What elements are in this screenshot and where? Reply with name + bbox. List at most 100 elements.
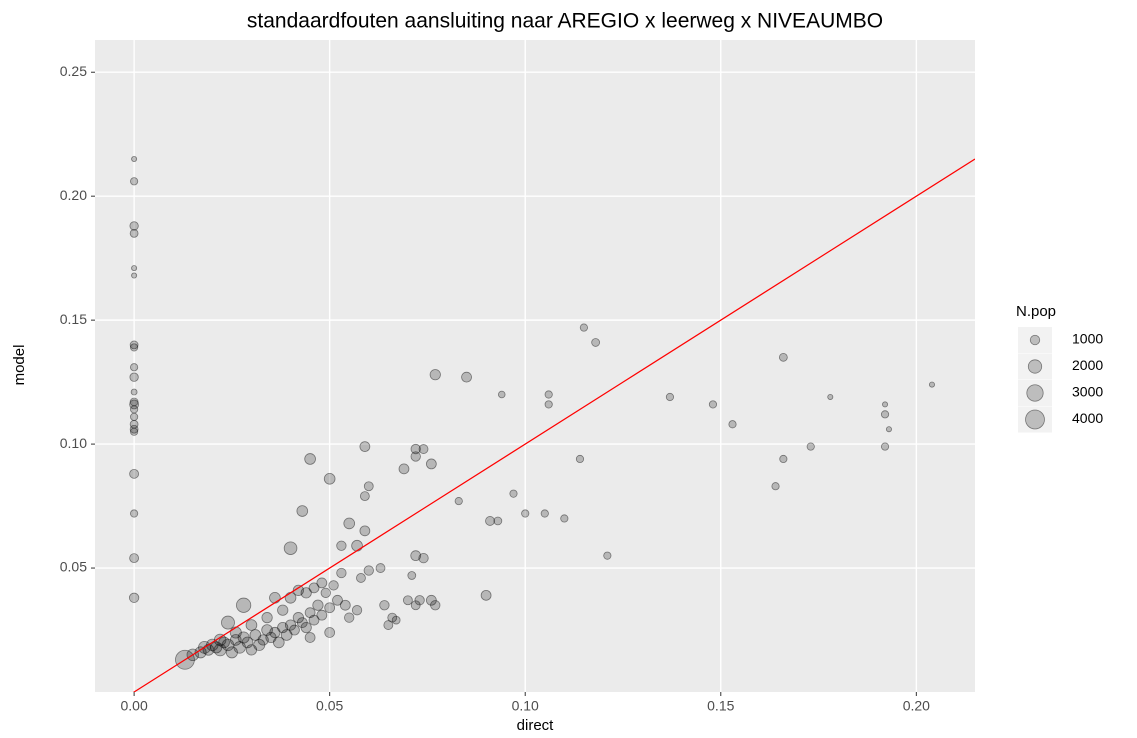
point xyxy=(454,497,463,506)
point xyxy=(129,419,139,429)
legend-symbol xyxy=(1025,409,1045,430)
point xyxy=(130,363,139,372)
point xyxy=(480,589,492,601)
point xyxy=(575,454,585,464)
point xyxy=(229,634,242,646)
point xyxy=(316,577,328,589)
point xyxy=(410,550,422,562)
x-tick-label: 0.15 xyxy=(707,698,734,714)
point xyxy=(300,587,312,599)
y-axis-label: model xyxy=(11,345,28,386)
point xyxy=(261,624,273,636)
x-axis-label: direct xyxy=(517,717,555,734)
point xyxy=(540,509,549,518)
point xyxy=(343,517,356,530)
point xyxy=(131,272,138,279)
point xyxy=(292,584,304,596)
point xyxy=(210,641,223,654)
legend-label: 2000 xyxy=(1072,357,1103,373)
point xyxy=(509,489,518,498)
point xyxy=(430,600,441,611)
point xyxy=(928,381,935,388)
legend-symbol xyxy=(1027,359,1043,374)
point xyxy=(206,638,219,652)
point xyxy=(351,539,363,552)
legend-key xyxy=(1018,406,1052,433)
point xyxy=(253,638,266,651)
point xyxy=(304,453,316,465)
point xyxy=(131,265,138,272)
point xyxy=(312,599,324,611)
legend-key xyxy=(1018,353,1052,380)
point xyxy=(359,491,370,502)
point xyxy=(882,401,889,408)
point xyxy=(237,631,250,644)
point xyxy=(129,468,140,479)
point xyxy=(304,607,316,619)
point xyxy=(280,629,293,641)
point xyxy=(383,620,394,630)
point xyxy=(425,594,437,606)
point xyxy=(131,155,138,162)
point xyxy=(129,397,139,407)
point xyxy=(236,597,252,613)
point xyxy=(213,633,227,647)
point xyxy=(265,631,277,644)
point xyxy=(277,604,289,616)
legend-label: 3000 xyxy=(1072,384,1103,400)
point xyxy=(130,412,139,421)
point xyxy=(779,454,788,464)
point xyxy=(300,621,312,634)
point xyxy=(233,641,246,654)
point xyxy=(410,443,421,455)
point xyxy=(771,482,780,491)
point xyxy=(560,514,569,523)
point xyxy=(245,619,258,631)
legend-label: 1000 xyxy=(1072,331,1103,347)
point xyxy=(129,553,140,564)
point xyxy=(129,372,139,382)
point xyxy=(324,627,336,638)
point xyxy=(292,612,304,624)
point xyxy=(221,638,235,652)
point xyxy=(225,646,238,659)
legend-label: 4000 xyxy=(1072,410,1103,426)
legend-symbol xyxy=(1026,384,1044,402)
point xyxy=(129,221,139,231)
point xyxy=(130,405,139,414)
point xyxy=(591,338,600,347)
x-tick-label: 0.00 xyxy=(120,698,147,714)
point xyxy=(665,392,675,402)
point xyxy=(130,177,139,186)
point xyxy=(323,472,336,485)
point xyxy=(130,509,139,518)
point xyxy=(391,615,401,625)
point xyxy=(363,481,374,492)
point xyxy=(241,636,254,649)
point xyxy=(221,615,235,630)
point xyxy=(398,463,410,475)
point xyxy=(425,458,437,470)
point xyxy=(339,599,351,611)
point xyxy=(130,388,138,396)
point xyxy=(356,573,366,583)
point xyxy=(284,619,297,631)
point xyxy=(129,229,139,238)
point xyxy=(257,634,269,646)
point xyxy=(827,393,834,400)
point xyxy=(336,567,347,579)
point xyxy=(296,617,308,628)
point xyxy=(332,594,343,606)
point xyxy=(418,552,429,564)
point xyxy=(296,505,309,517)
y-tick-label: 0.05 xyxy=(60,559,87,575)
x-tick-label: 0.05 xyxy=(316,698,343,714)
point xyxy=(308,614,320,626)
point xyxy=(544,390,553,399)
point xyxy=(129,399,140,410)
point xyxy=(344,612,355,623)
point xyxy=(429,369,441,381)
point xyxy=(229,626,242,639)
